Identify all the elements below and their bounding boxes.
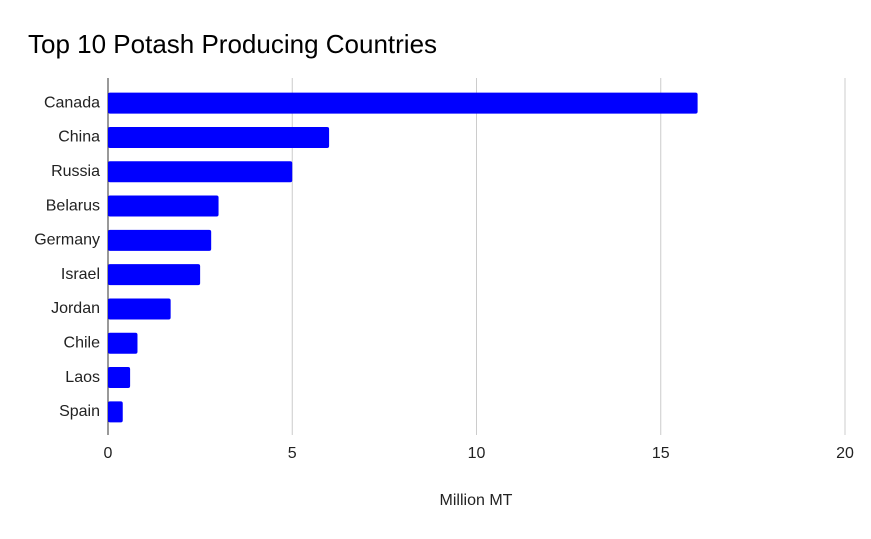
y-tick-label: Israel: [61, 266, 100, 283]
y-tick-label: Canada: [44, 94, 100, 111]
x-axis-label: Million MT: [440, 492, 513, 509]
x-tick-label: 5: [288, 445, 297, 462]
y-tick-label: Laos: [65, 369, 100, 386]
y-tick-label: Spain: [59, 403, 100, 420]
bar: [108, 264, 201, 286]
y-tick-label: China: [58, 129, 100, 146]
x-tick-label: 0: [104, 445, 113, 462]
bar: [108, 126, 330, 148]
bar: [108, 367, 131, 389]
y-tick-label: Jordan: [51, 300, 100, 317]
bar: [108, 195, 219, 217]
bar: [108, 92, 698, 114]
y-tick-label: Russia: [51, 163, 100, 180]
chart-title: Top 10 Potash Producing Countries: [28, 29, 437, 59]
bar: [108, 298, 171, 320]
x-tick-label: 20: [836, 445, 854, 462]
y-tick-label: Belarus: [46, 197, 100, 214]
x-tick-label: 10: [468, 445, 486, 462]
bar: [108, 229, 212, 251]
x-tick-label: 15: [652, 445, 670, 462]
bar: [108, 161, 293, 183]
bar: [108, 401, 123, 423]
y-tick-label: Germany: [34, 232, 100, 249]
bar: [108, 332, 138, 354]
y-tick-label: Chile: [64, 334, 101, 351]
